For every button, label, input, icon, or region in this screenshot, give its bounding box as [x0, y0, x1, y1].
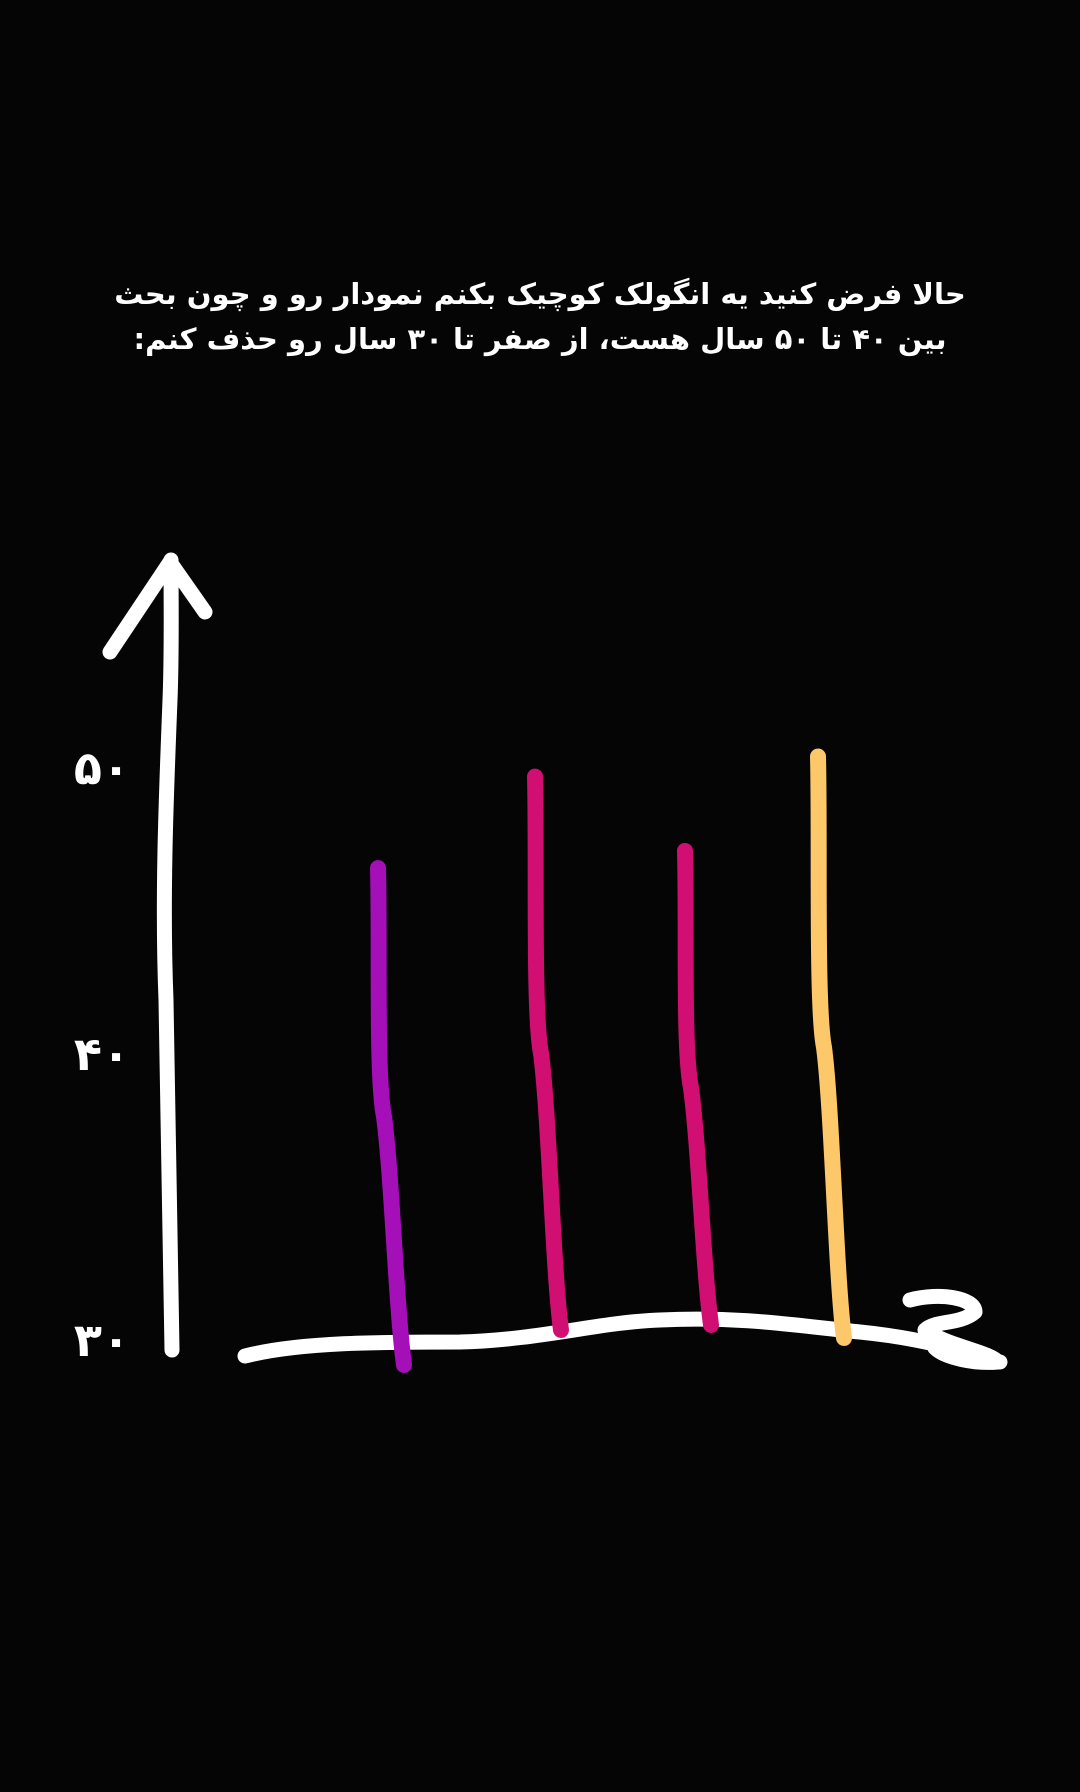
y-axis-line	[156, 552, 180, 1358]
y-axis-arrowhead	[102, 554, 213, 660]
y-tick-label: ۳۰	[74, 1313, 130, 1367]
caption-line-2: بین ۴۰ تا ۵۰ سال هست، از صفر تا ۳۰ سال ر…	[133, 322, 947, 356]
bar-3	[677, 842, 719, 1333]
bar-2	[527, 768, 569, 1338]
caption: حالا فرض کنید یه انگولک کوچیک بکنم نمودا…	[40, 272, 1040, 362]
y-tick-label: ۴۰	[74, 1027, 130, 1081]
caption-line-1: حالا فرض کنید یه انگولک کوچیک بکنم نمودا…	[114, 277, 966, 311]
bar-1	[370, 860, 412, 1373]
x-axis-line	[237, 1311, 1008, 1370]
axis-break-marker	[902, 1288, 1006, 1370]
y-tick-label: ۵۰	[74, 741, 130, 795]
bar-4	[810, 748, 852, 1346]
